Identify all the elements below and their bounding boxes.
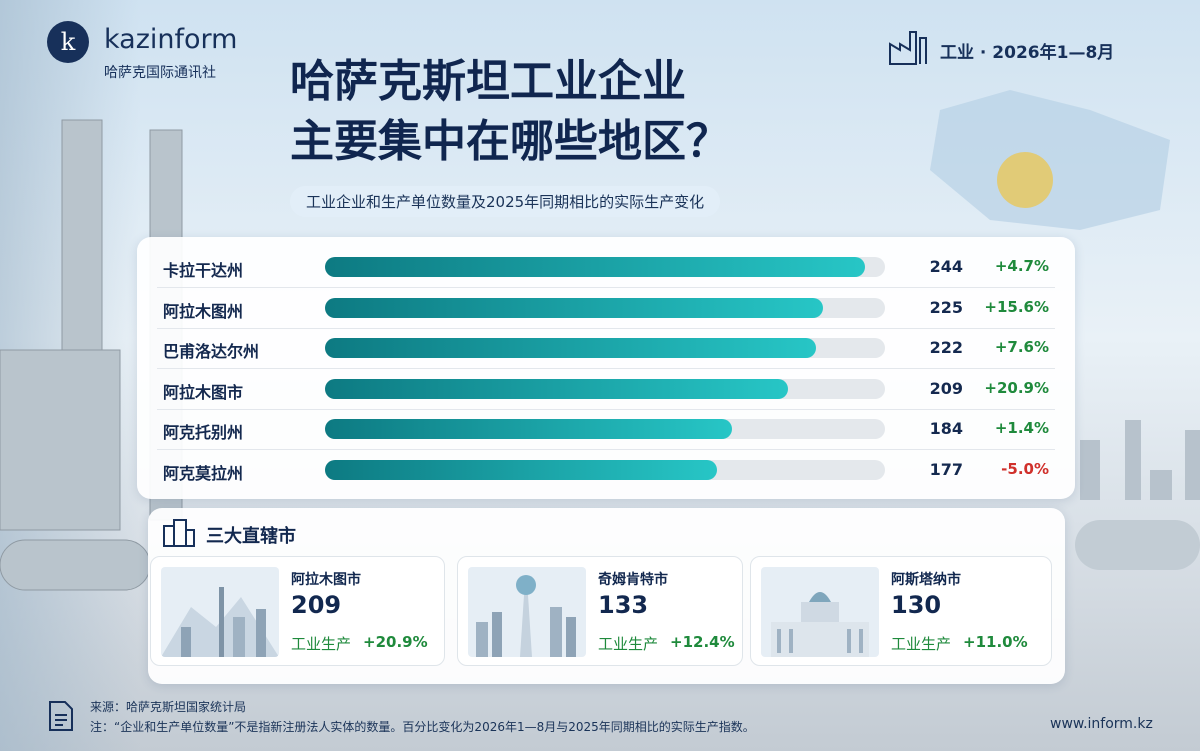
city-count: 209 [291, 591, 342, 619]
brand: kazinform [104, 24, 238, 55]
subtitle: 工业企业和生产单位数量及2025年同期相比的实际生产变化 [290, 186, 721, 217]
city-change: +11.0% [963, 633, 1028, 651]
city-count: 130 [891, 591, 942, 619]
change-label: +4.7% [994, 257, 1049, 275]
bar [325, 338, 817, 358]
category-label: 阿克莫拉州 [163, 463, 244, 483]
category-label: 卡拉干达州 [163, 261, 244, 280]
city-icon [163, 519, 195, 547]
title-line: 哈萨克斯坦工业企业 [290, 56, 686, 107]
bar [325, 378, 788, 399]
url: www.inform.kz [1050, 716, 1153, 732]
cities-title: 三大直辖市 [206, 526, 296, 547]
bar-chart: 卡拉干达州 244 +4.7% 阿拉木图州 225 +15.6% 巴甫洛达尔州 222 +7.6… [137, 237, 1075, 499]
doc-icon [49, 701, 73, 731]
value-label: 209 [929, 378, 963, 398]
city-image [468, 567, 586, 657]
change-label: -5.0% [1001, 459, 1049, 478]
row-separator [157, 327, 1055, 329]
factory-icon [889, 31, 927, 65]
city-image [161, 567, 279, 657]
city-metric: 工业生产 [291, 635, 352, 653]
city-change: +12.4% [670, 633, 735, 651]
city-card: 奇姆肯特市 133 工业生产 +12.4% [457, 556, 743, 666]
change-label: +20.9% [984, 378, 1049, 397]
city-image [761, 567, 879, 657]
category-label: 阿拉木图市 [163, 382, 244, 402]
category-label: 阿拉木图州 [163, 301, 244, 321]
city-card: 阿拉木图市 209 工业生产 +20.9% [150, 556, 445, 666]
bar [325, 419, 733, 439]
row-separator [157, 408, 1055, 410]
category-label: 巴甫洛达尔州 [163, 342, 260, 361]
city-change: +20.9% [363, 633, 428, 651]
note: 注：“企业和生产单位数量”不是指新注册法人实体的数量。百分比变化为2026年1—… [90, 720, 755, 734]
bar [325, 459, 717, 480]
city-name: 奇姆肯特市 [598, 572, 668, 588]
change-label: +7.6% [994, 338, 1049, 356]
value-label: 177 [929, 459, 963, 479]
city-card: 阿斯塔纳市 130 工业生产 +11.0% [750, 556, 1052, 666]
row-separator [157, 287, 1055, 289]
period-tag: 工业 · 2026年1—8月 [940, 43, 1115, 63]
svg-text:k: k [61, 28, 76, 56]
brand-sub: 哈萨克国际通讯社 [104, 65, 216, 81]
row-separator [157, 449, 1055, 451]
bar [325, 297, 823, 318]
city-count: 133 [598, 591, 649, 619]
city-name: 阿斯塔纳市 [891, 572, 961, 588]
category-label: 阿克托别州 [163, 423, 244, 442]
value-label: 244 [929, 257, 963, 276]
city-metric: 工业生产 [891, 635, 952, 653]
change-label: +1.4% [994, 419, 1049, 437]
cities-panel: 三大直辖市 阿拉木图市 209 工业生产 +20.9% 奇姆肯特市 133 工业生产 +12.… [148, 508, 1065, 684]
bar [325, 257, 865, 277]
value-label: 184 [929, 419, 963, 438]
value-label: 225 [929, 297, 963, 317]
value-label: 222 [929, 338, 963, 357]
title-line: 主要集中在哪些地区？ [290, 116, 730, 167]
source: 来源：哈萨克斯坦国家统计局 [90, 700, 247, 714]
row-separator [157, 368, 1055, 370]
title: 哈萨克斯坦工业企业 主要集中在哪些地区？ [290, 52, 730, 172]
change-label: +15.6% [984, 297, 1049, 316]
logo-icon: k [47, 21, 89, 63]
city-name: 阿拉木图市 [291, 572, 361, 588]
city-metric: 工业生产 [598, 635, 659, 653]
